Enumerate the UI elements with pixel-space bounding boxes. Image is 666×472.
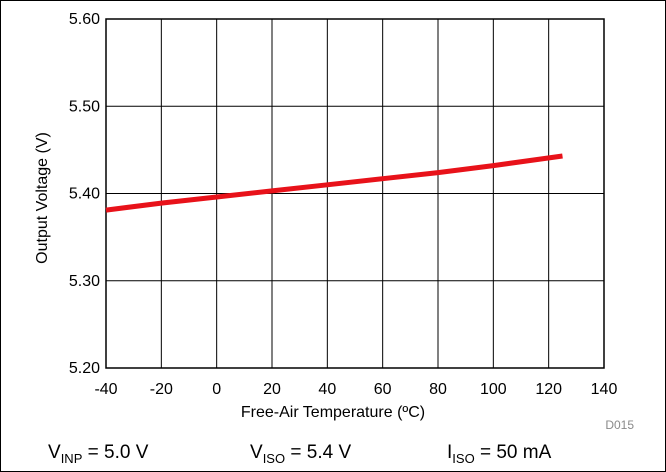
y-tick-label: 5.60	[69, 11, 100, 28]
x-axis-title: Free-Air Temperature (ºC)	[241, 404, 425, 421]
x-tick-label: 40	[318, 381, 336, 398]
y-axis-ticks: 5.20 5.30 5.40 5.50 5.60	[69, 11, 100, 377]
y-tick-label: 5.20	[69, 360, 100, 377]
grid	[105, 18, 605, 369]
x-tick-label: 80	[429, 381, 447, 398]
series-line	[105, 153, 563, 213]
y-axis-title: Output Voltage (V)	[34, 132, 51, 264]
x-tick-label: 0	[212, 381, 221, 398]
series-layer	[105, 153, 563, 213]
conditions-row: VINP = 5.0 V VISO = 5.4 V IISO = 50 mA	[48, 442, 552, 466]
x-tick-label: 20	[263, 381, 281, 398]
y-tick-label: 5.50	[69, 98, 100, 115]
figure-code: D015	[605, 418, 634, 432]
y-tick-label: 5.40	[69, 186, 100, 203]
x-tick-label: -40	[94, 381, 117, 398]
x-axis-ticks: -40 -20 0 20 40 60 80 100 120 140	[94, 381, 617, 398]
condition-2: VISO = 5.4 V	[250, 442, 351, 466]
plot-border	[105, 18, 605, 369]
x-tick-label: -20	[150, 381, 173, 398]
condition-1: VINP = 5.0 V	[48, 442, 149, 466]
x-tick-label: 120	[535, 381, 562, 398]
x-tick-label: 100	[480, 381, 507, 398]
y-tick-label: 5.30	[69, 273, 100, 290]
x-tick-label: 60	[374, 381, 392, 398]
x-tick-label: 140	[591, 381, 618, 398]
condition-3: IISO = 50 mA	[447, 442, 552, 466]
